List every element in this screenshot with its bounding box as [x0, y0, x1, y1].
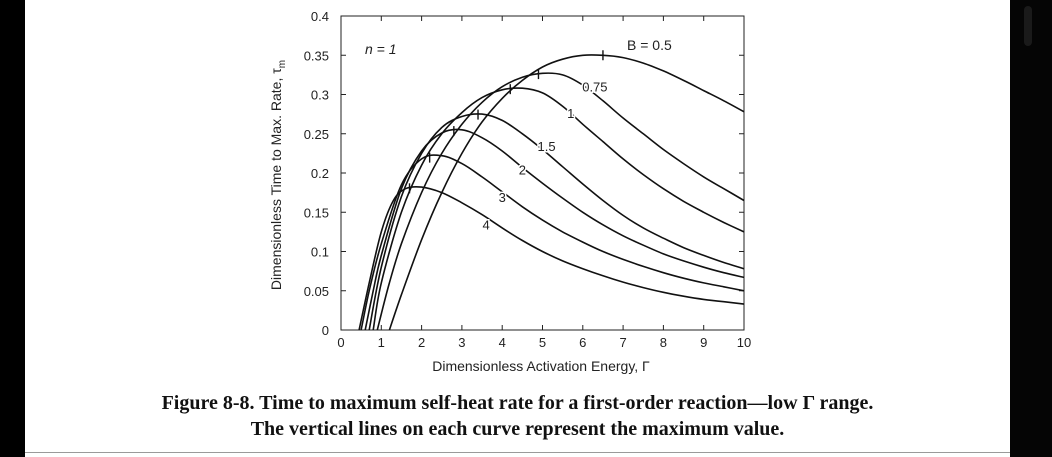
caption-line-2: The vertical lines on each curve represe…	[250, 418, 785, 440]
y-tick-label: 0.25	[304, 127, 329, 142]
y-tick-label: 0.2	[311, 166, 329, 181]
series-line-B-1	[372, 87, 745, 331]
y-axis-ticks: 0 0.05 0.1 0.15 0.2 0.25 0.3 0.35 0.4	[304, 9, 744, 338]
curve-label: 3	[499, 190, 506, 205]
series-line-B-4	[358, 185, 745, 331]
x-tick-label: 0	[337, 335, 344, 350]
x-tick-label: 3	[458, 335, 465, 350]
x-tick-label: 4	[499, 335, 506, 350]
n-annotation: n = 1	[365, 41, 397, 57]
y-axis-title-subscript: m	[277, 60, 288, 68]
x-tick-label: 6	[579, 335, 586, 350]
x-axis-title: Dimensionless Activation Energy, Γ	[432, 358, 650, 374]
plot-border	[340, 15, 745, 331]
y-tick-label: 0.4	[311, 9, 329, 24]
series-line-B-1.5	[368, 113, 745, 331]
curve-label: 0.75	[582, 79, 607, 94]
x-tick-label: 5	[539, 335, 546, 350]
viewer-scrollbar[interactable]	[1010, 0, 1052, 457]
page-divider	[25, 452, 1010, 453]
figure-caption: Figure 8-8. Time to maximum self-heat ra…	[25, 390, 1010, 442]
y-tick-label: 0.35	[304, 48, 329, 63]
curve-label: 4	[482, 218, 489, 233]
chart: 0 1 2 3 4 5 6 7 8 9 10 00.050.10.150.20.250.30.350…	[268, 9, 751, 374]
b-annotation: B = 0.5	[627, 37, 672, 53]
caption-line-1: Figure 8-8. Time to maximum self-heat ra…	[161, 392, 874, 414]
x-tick-label: 10	[737, 335, 751, 350]
x-axis-ticks: 0 1 2 3 4 5 6 7 8 9 10	[337, 16, 751, 350]
y-tick-label: 0.15	[304, 205, 329, 220]
y-axis-title: Dimensionless Time to Max. Rate, τm	[268, 60, 288, 290]
y-tick-label: 0.05	[304, 284, 329, 299]
document-page: 0 1 2 3 4 5 6 7 8 9 10 0 0.05 0.1 0.15 0.2 0.25 0.3 0.35 0…	[25, 0, 1010, 457]
x-tick-label: 2	[418, 335, 425, 350]
x-tick-label: 1	[378, 335, 385, 350]
y-axis-title-main: Dimensionless Time to Max. Rate, τ	[268, 68, 284, 290]
x-tick-label: 8	[660, 335, 667, 350]
curve-label: 1.5	[537, 139, 555, 154]
x-tick-label: 7	[619, 335, 626, 350]
curve-label: 1	[567, 106, 574, 121]
series-line-B-2	[364, 128, 745, 331]
curve-label-layer: 0.75 1 1.5 234	[481, 78, 609, 234]
x-tick-label: 9	[700, 335, 707, 350]
plot-frame	[340, 15, 745, 331]
y-tick-label: 0.1	[311, 245, 329, 260]
y-tick-label: 0.3	[311, 88, 329, 103]
series-layer	[358, 50, 745, 331]
curve-label: 2	[519, 163, 526, 178]
series-line-B-0.75	[376, 72, 745, 331]
y-tick-label: 0	[322, 323, 329, 338]
series-line-B-3	[360, 154, 745, 331]
scrollbar-thumb[interactable]	[1024, 6, 1032, 46]
